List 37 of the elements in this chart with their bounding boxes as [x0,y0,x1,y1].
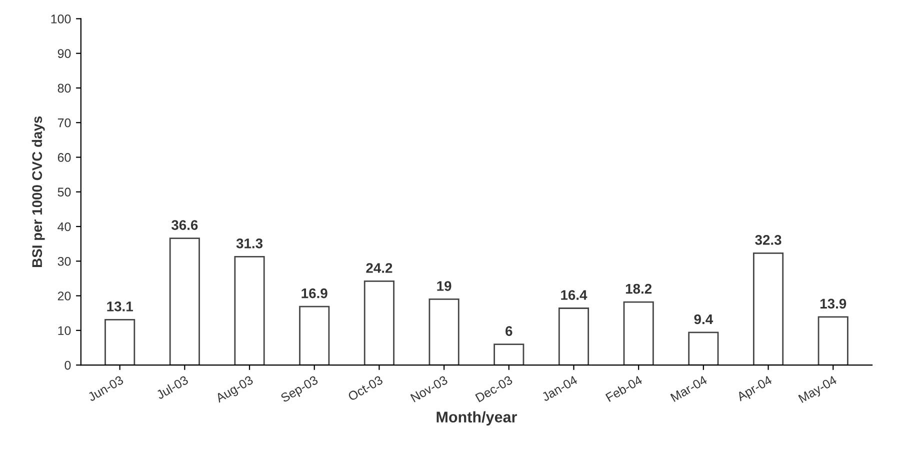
bar [364,280,394,366]
y-tick-label: 80 [58,84,71,93]
bar [299,306,330,366]
y-tick-label: 100 [51,14,71,24]
data-label: 24.2 [366,263,392,273]
data-label: 16.9 [302,288,328,298]
bar [688,332,719,366]
y-tick-label: 90 [58,49,71,58]
bar [104,318,136,366]
y-tick-label: 70 [58,118,71,128]
data-label: 36.6 [171,220,198,230]
bar [752,252,784,366]
data-label: 31.3 [236,238,263,248]
data-label: 16.4 [561,290,588,300]
y-tick-label: 50 [58,188,71,197]
y-tick-label: 30 [58,256,71,266]
y-tick-label: 40 [58,222,71,232]
data-label: 13.1 [107,302,133,312]
data-label: 13.9 [820,298,846,309]
bar [169,238,200,366]
data-label: 9.4 [694,314,714,324]
y-tick-label: 60 [58,153,71,162]
bar [494,344,524,366]
bar [818,316,848,366]
x-axis-title: Month/year [436,411,517,426]
data-label: 18.2 [626,284,652,294]
data-label: 19 [437,281,452,291]
bar [623,301,654,366]
bar [234,256,265,366]
y-tick-label: 0 [64,360,71,370]
y-tick-label: 20 [58,292,71,300]
bar [428,298,460,366]
bar [558,308,590,366]
y-axis-title: BSI per 1000 CVC days [32,116,45,267]
data-label: 6 [506,326,512,336]
y-tick-label: 10 [58,326,71,336]
data-label: 32.3 [755,235,782,245]
